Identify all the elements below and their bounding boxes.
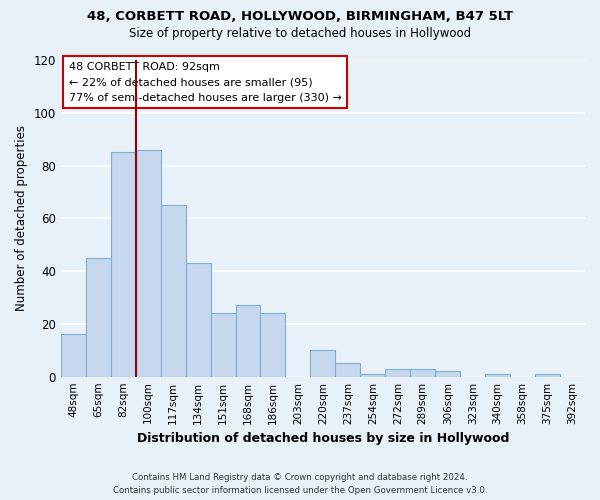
Text: Contains HM Land Registry data © Crown copyright and database right 2024.
Contai: Contains HM Land Registry data © Crown c… — [113, 473, 487, 495]
Text: 48 CORBETT ROAD: 92sqm
← 22% of detached houses are smaller (95)
77% of semi-det: 48 CORBETT ROAD: 92sqm ← 22% of detached… — [68, 62, 341, 103]
X-axis label: Distribution of detached houses by size in Hollywood: Distribution of detached houses by size … — [137, 432, 509, 445]
Text: Size of property relative to detached houses in Hollywood: Size of property relative to detached ho… — [129, 28, 471, 40]
Bar — [185, 263, 211, 376]
Text: 48, CORBETT ROAD, HOLLYWOOD, BIRMINGHAM, B47 5LT: 48, CORBETT ROAD, HOLLYWOOD, BIRMINGHAM,… — [87, 10, 513, 23]
Y-axis label: Number of detached properties: Number of detached properties — [15, 126, 28, 312]
Bar — [385, 369, 410, 376]
Bar — [61, 334, 86, 376]
Bar — [136, 150, 161, 376]
Bar — [161, 205, 185, 376]
Bar — [410, 369, 435, 376]
Bar — [535, 374, 560, 376]
Bar — [485, 374, 510, 376]
Bar — [310, 350, 335, 376]
Bar — [86, 258, 111, 376]
Bar — [111, 152, 136, 376]
Bar — [335, 364, 361, 376]
Bar — [260, 314, 286, 376]
Bar — [236, 306, 260, 376]
Bar — [361, 374, 385, 376]
Bar — [435, 372, 460, 376]
Bar — [211, 314, 236, 376]
